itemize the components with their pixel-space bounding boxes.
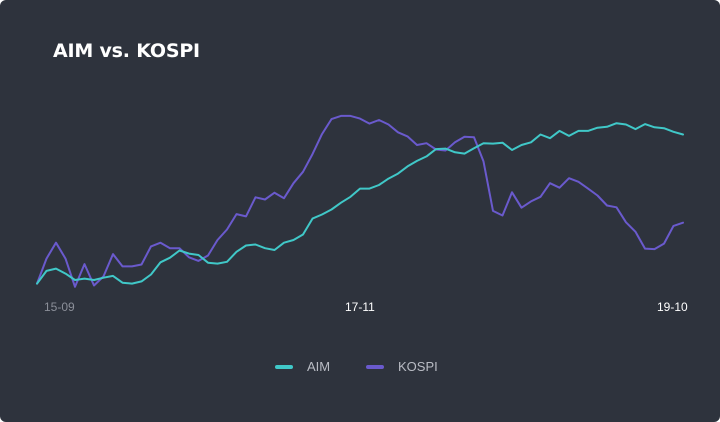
legend: AIM KOSPI [0, 359, 720, 377]
chart-title: AIM vs. KOSPI [53, 40, 200, 62]
legend-swatch-kospi [366, 364, 384, 369]
legend-item-aim[interactable]: AIM [275, 359, 330, 374]
x-tick-middle: 17-11 [345, 300, 375, 314]
legend-item-kospi[interactable]: KOSPI [366, 359, 438, 374]
x-tick-start: 15-09 [44, 300, 75, 314]
series-line-kospi [36, 114, 684, 288]
series-line-aim [36, 122, 684, 285]
legend-label-aim: AIM [307, 359, 331, 374]
x-tick-end: 19-10 [657, 300, 688, 314]
legend-swatch-aim [275, 364, 293, 369]
legend-label-kospi: KOSPI [398, 359, 438, 374]
